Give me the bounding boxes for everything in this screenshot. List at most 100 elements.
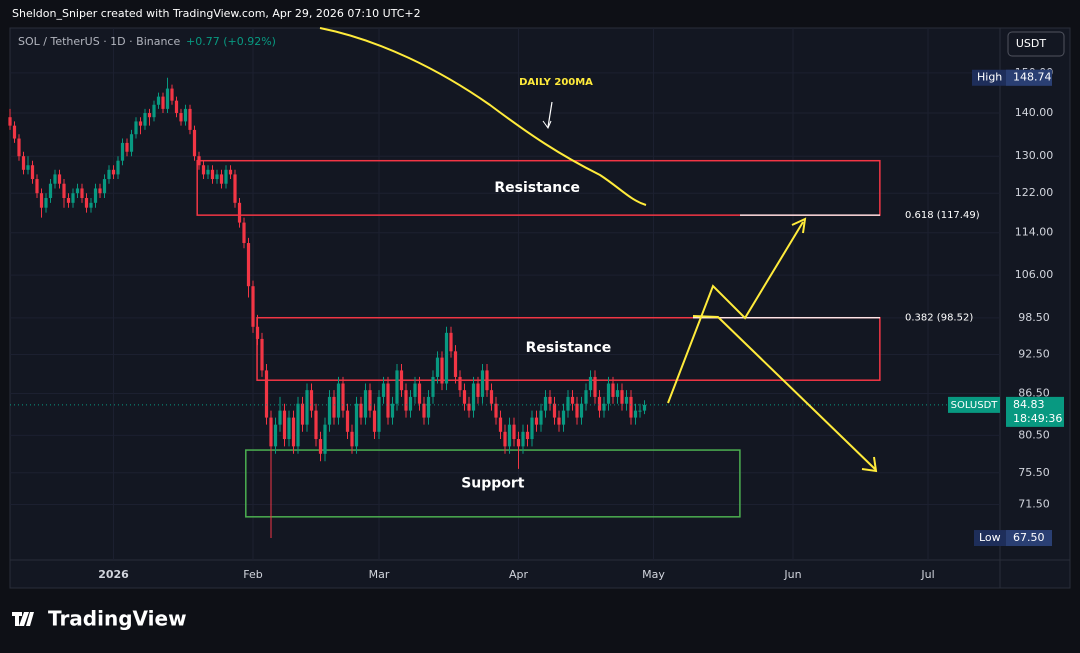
candle-body xyxy=(93,188,98,203)
candle-body xyxy=(399,370,404,391)
y-tick-label: 106.00 xyxy=(1015,268,1054,281)
candle-body xyxy=(350,431,354,447)
candle-body xyxy=(615,390,620,397)
candle-body xyxy=(39,193,44,208)
candle-body xyxy=(606,383,611,404)
candle-body xyxy=(521,431,525,447)
candle-body xyxy=(390,403,395,418)
countdown: 18:49:36 xyxy=(1013,412,1062,425)
candle-body xyxy=(152,104,156,118)
candle-body xyxy=(237,202,242,223)
candle-body xyxy=(552,403,557,418)
candle-body xyxy=(183,108,188,122)
candle-body xyxy=(453,351,458,377)
candle-body xyxy=(611,383,615,397)
candle-body xyxy=(449,332,453,352)
low-name: Low xyxy=(979,531,1001,544)
candle-body xyxy=(179,113,183,122)
candle-body xyxy=(138,121,143,126)
candle-body xyxy=(341,383,345,411)
y-tick-label: 92.50 xyxy=(1018,347,1050,360)
candle-body xyxy=(476,383,480,397)
candle-body xyxy=(242,222,246,244)
candle-body xyxy=(147,113,152,118)
candle-body xyxy=(462,390,467,404)
candle-body xyxy=(381,383,386,397)
low-value: 67.50 xyxy=(1013,531,1045,544)
candle-body xyxy=(624,396,629,404)
candle-body xyxy=(84,197,89,208)
candle-body xyxy=(120,142,125,161)
candle-body xyxy=(291,417,296,447)
candle-body xyxy=(111,169,116,175)
candle-body xyxy=(305,390,309,425)
candle-body xyxy=(458,376,462,391)
candle-body xyxy=(57,174,62,184)
x-tick-label: Mar xyxy=(369,568,390,581)
candle-body xyxy=(525,431,530,440)
candle-body xyxy=(210,169,215,180)
x-tick-label: Feb xyxy=(243,568,262,581)
candle-body xyxy=(296,403,300,447)
x-tick-label: 2026 xyxy=(98,568,129,581)
candle-body xyxy=(255,326,260,339)
candle-body xyxy=(98,188,102,194)
last-price-box xyxy=(1006,396,1064,427)
y-tick-label: 86.50 xyxy=(1018,387,1050,400)
low-value-box xyxy=(1006,530,1052,547)
candle-body xyxy=(53,174,57,184)
zone xyxy=(196,159,881,216)
candle-body xyxy=(170,88,174,101)
y-tick-label: 75.50 xyxy=(1018,466,1050,479)
fib-label: 0.382 (98.52) xyxy=(905,313,973,324)
candle-body xyxy=(620,390,624,404)
candle-body xyxy=(201,165,206,175)
candle-body xyxy=(165,88,170,109)
x-tick-label: May xyxy=(642,568,665,581)
candle-body xyxy=(102,179,107,194)
candle-body xyxy=(48,183,53,198)
candle-body xyxy=(116,160,120,175)
x-tick-label: Jul xyxy=(920,568,934,581)
candle-body xyxy=(575,403,579,418)
candle-body xyxy=(44,197,48,208)
candle-body xyxy=(480,370,485,397)
scenario-down xyxy=(692,315,877,471)
candle-body xyxy=(494,403,498,418)
candle-body xyxy=(8,117,12,126)
candle-body xyxy=(314,410,318,440)
candle-body xyxy=(332,396,336,418)
zone-label: Support xyxy=(461,475,525,491)
candle-body xyxy=(287,417,291,440)
candle-body xyxy=(485,370,489,391)
y-tick-label: 130.00 xyxy=(1015,149,1054,162)
candle-body xyxy=(404,390,408,411)
candle-body xyxy=(534,417,539,425)
candle-body xyxy=(435,357,440,377)
candle-body xyxy=(588,376,593,391)
candle-body xyxy=(602,403,606,411)
candle-body xyxy=(228,169,233,175)
candle-body xyxy=(467,403,471,411)
candle-body xyxy=(638,410,642,412)
candle-body xyxy=(426,396,431,418)
candle-body xyxy=(629,396,633,418)
candle-body xyxy=(233,174,237,203)
candle-body xyxy=(561,410,566,425)
change: +0.77 (+0.92%) xyxy=(186,35,276,48)
symbol: SOL / TetherUS · 1D · Binance xyxy=(18,35,180,48)
candle-body xyxy=(309,390,314,411)
candle-body xyxy=(368,390,372,411)
candle-body xyxy=(408,396,413,411)
candle-body xyxy=(471,383,476,411)
candle-body xyxy=(489,390,494,404)
candle-body xyxy=(89,202,93,208)
candle-body xyxy=(539,410,543,425)
candle-body xyxy=(395,370,399,404)
ma-200-line xyxy=(319,27,647,206)
currency-box[interactable] xyxy=(1007,31,1065,57)
candle-body xyxy=(431,376,435,397)
candle-body xyxy=(278,410,282,425)
candle-body xyxy=(224,169,228,184)
candle-body xyxy=(215,174,219,180)
